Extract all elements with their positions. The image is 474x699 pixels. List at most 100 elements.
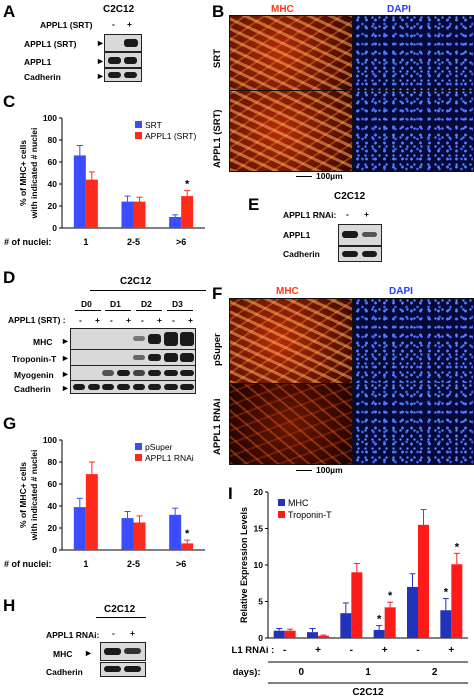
legend-swatch — [278, 511, 285, 518]
chart-c: 0 20 40 60 80 100 % of MHC+ cellswith indicate… — [4, 113, 205, 247]
micrograph-appl1-rnai-mhc — [229, 383, 353, 465]
panel-h-row-header: APPL1 RNAi: — [46, 630, 100, 640]
x-tick-label: 2-5 — [127, 559, 140, 569]
panel-d-row-header: APPL1 (SRT) : — [8, 315, 66, 325]
panel-label-a: A — [3, 2, 16, 21]
dm-group-label: 0 — [299, 667, 305, 678]
micrograph-appl1-dapi — [352, 90, 474, 172]
panel-d-lane-mark: + — [95, 315, 100, 325]
legend-swatch — [278, 499, 285, 506]
panel-e-row-label: APPL1 — [283, 230, 311, 240]
panel-a-row-label: Cadherin — [24, 72, 61, 82]
bar — [451, 564, 463, 638]
day-label: D3 — [172, 299, 183, 309]
panel-label-c: C — [3, 92, 16, 111]
micrograph-appl1-rnai-dapi — [352, 383, 474, 465]
y-tick-label: 20 — [254, 487, 264, 497]
panel-a-cell-line: C2C12 — [103, 4, 135, 15]
y-tick-label: 80 — [48, 135, 58, 145]
rnai-mark: - — [416, 645, 419, 656]
y-tick-label: 40 — [48, 179, 58, 189]
x-tick-label: 1 — [83, 559, 88, 569]
panel-d-lane-mark: - — [141, 315, 144, 325]
day-label: D2 — [141, 299, 152, 309]
bar — [273, 630, 285, 638]
x-axis-label: # of nuclei: — [4, 559, 52, 569]
dm-group-label: 2 — [432, 667, 438, 678]
row-label-rnai: APPL1 RNAi : — [232, 645, 274, 656]
row-label-srt: SRT — [212, 49, 223, 68]
legend-swatch — [135, 454, 142, 461]
scale-bar-label-f: 100µm — [316, 465, 343, 475]
bar — [133, 522, 146, 550]
bar — [340, 613, 352, 638]
panel-d-lane-mark: - — [110, 315, 113, 325]
significance-star: * — [444, 587, 449, 599]
panel-a-row-header: APPL1 (SRT) — [40, 20, 93, 30]
x-tick-label: 1 — [83, 237, 88, 247]
x-tick-label: >6 — [176, 237, 186, 247]
channel-label-dapi: DAPI — [387, 4, 411, 15]
legend-label: SRT — [145, 120, 162, 130]
panel-e-lane-mark: - — [346, 209, 349, 219]
day-label: D0 — [81, 299, 92, 309]
panel-d-cell-line: C2C12 — [120, 276, 152, 287]
channel-label-mhc-f: MHC — [276, 286, 299, 297]
panel-d-lane-mark: + — [126, 315, 131, 325]
group-title: C2C12 — [352, 687, 384, 698]
blot-d-myogenin — [70, 365, 196, 381]
bar — [384, 607, 396, 638]
panel-d-row-label: Troponin-T — [12, 354, 57, 364]
bar — [73, 155, 86, 228]
panel-d-lane-mark: - — [172, 315, 175, 325]
panel-a-row-label: APPL1 — [24, 57, 52, 67]
row-label-psuper: pSuper — [212, 333, 223, 366]
x-axis-label: # of nuclei: — [4, 237, 52, 247]
y-tick-label: 0 — [52, 545, 57, 555]
panel-d-lane-mark: + — [157, 315, 162, 325]
panel-label-h: H — [3, 596, 16, 615]
panel-label-e: E — [248, 195, 260, 214]
y-tick-label: 10 — [254, 560, 264, 570]
y-axis-label: Relative Expression Levels — [239, 507, 249, 623]
y-axis-label: % of MHC+ cellswith indicated # nuclei — [18, 128, 39, 220]
legend-swatch — [135, 132, 142, 139]
legend-label: MHC — [288, 498, 309, 508]
blot-a-appl1 — [104, 52, 142, 68]
rnai-mark: + — [315, 645, 321, 656]
panel-a-lane-mark: - — [112, 19, 115, 29]
row-label-dm: DM (days): — [232, 667, 261, 678]
panel-a-row-label: APPL1 (SRT) — [24, 39, 77, 49]
legend-label: Troponin-T — [288, 510, 332, 520]
y-tick-label: 80 — [48, 457, 58, 467]
panel-h-row-label: MHC — [53, 649, 73, 659]
x-tick-label: >6 — [176, 559, 186, 569]
panel-d-lane-mark: + — [188, 315, 193, 325]
micrograph-psuper-dapi — [352, 298, 474, 384]
bar — [169, 514, 182, 550]
panel-h-lane-mark: + — [130, 628, 135, 638]
channel-label-mhc: MHC — [271, 4, 294, 15]
panel-e-row-label: Cadherin — [283, 249, 320, 259]
y-tick-label: 5 — [258, 597, 263, 607]
panel-e-cell-line: C2C12 — [334, 191, 366, 202]
scale-bar-label: 100µm — [316, 171, 343, 181]
y-tick-label: 100 — [43, 435, 57, 445]
significance-star: * — [388, 590, 393, 602]
rnai-mark: + — [382, 645, 388, 656]
bar — [307, 632, 318, 638]
bar — [85, 179, 98, 228]
micrograph-appl1-mhc — [229, 90, 353, 172]
y-tick-label: 60 — [48, 479, 58, 489]
blot-e-cadherin — [338, 246, 382, 262]
panel-d-row-label: Myogenin — [14, 370, 54, 380]
panel-d-row-label: Cadherin — [14, 384, 51, 394]
y-tick-label: 15 — [254, 524, 264, 534]
panel-e-lane-mark: + — [364, 209, 369, 219]
bar — [407, 586, 418, 638]
panel-h-cell-line: C2C12 — [104, 604, 136, 615]
x-tick-label: 2-5 — [127, 237, 140, 247]
rnai-mark: - — [283, 645, 286, 656]
legend-label: APPL1 RNAi — [145, 453, 194, 463]
